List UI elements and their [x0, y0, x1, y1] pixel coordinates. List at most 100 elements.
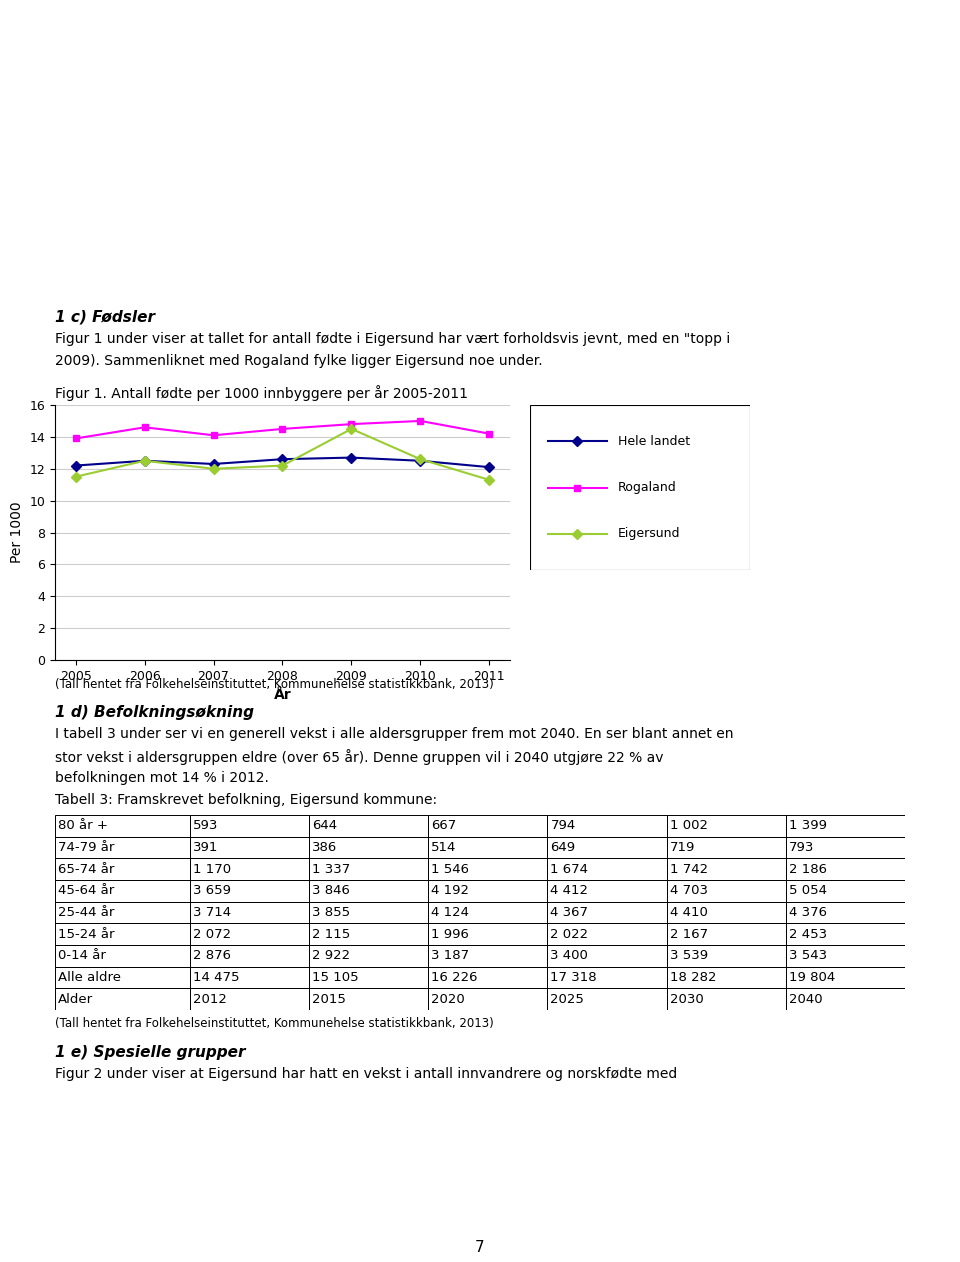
Bar: [547, 901, 666, 924]
Text: 3 659: 3 659: [193, 885, 230, 897]
Text: 719: 719: [669, 840, 695, 854]
Text: 2 876: 2 876: [193, 949, 230, 963]
Text: 2015: 2015: [312, 993, 346, 1006]
Text: 793: 793: [789, 840, 814, 854]
Text: 2040: 2040: [789, 993, 823, 1006]
Text: 15-24 år: 15-24 år: [58, 928, 114, 940]
Bar: [190, 901, 309, 924]
Line: Rogaland: Rogaland: [72, 418, 492, 442]
Hele landet: [346, 451, 357, 466]
Bar: [55, 858, 190, 880]
Text: 2 022: 2 022: [550, 928, 588, 940]
Hele landet: [139, 453, 151, 468]
Bar: [428, 858, 547, 880]
Bar: [309, 837, 428, 858]
Text: 644: 644: [312, 819, 337, 833]
Text: 794: 794: [550, 819, 576, 833]
Bar: [547, 837, 666, 858]
X-axis label: År: År: [274, 688, 292, 702]
Bar: [428, 967, 547, 988]
Bar: [547, 924, 666, 945]
Text: 2009). Sammenliknet med Rogaland fylke ligger Eigersund noe under.: 2009). Sammenliknet med Rogaland fylke l…: [55, 355, 542, 369]
Text: 65-74 år: 65-74 år: [58, 863, 114, 876]
Text: 3 543: 3 543: [789, 949, 827, 963]
Bar: [309, 815, 428, 837]
Text: 3 714: 3 714: [193, 906, 231, 919]
Text: (Tall hentet fra Folkehelseinstituttet, Kommunehelse statistikkbank, 2013): (Tall hentet fra Folkehelseinstituttet, …: [55, 1017, 493, 1030]
Bar: [547, 967, 666, 988]
Bar: [190, 837, 309, 858]
Text: 4 412: 4 412: [550, 885, 588, 897]
Eigersund: [346, 422, 357, 437]
Bar: [786, 988, 905, 1010]
Text: 18 282: 18 282: [669, 970, 716, 984]
Bar: [55, 837, 190, 858]
Text: 1 c) Fødsler: 1 c) Fødsler: [55, 310, 155, 326]
Bar: [190, 988, 309, 1010]
Bar: [666, 988, 786, 1010]
Text: 4 192: 4 192: [431, 885, 469, 897]
Bar: [666, 945, 786, 967]
Bar: [55, 988, 190, 1010]
Bar: [309, 988, 428, 1010]
Bar: [666, 924, 786, 945]
Bar: [309, 967, 428, 988]
Bar: [786, 901, 905, 924]
Text: Figur 1. Antall fødte per 1000 innbyggere per år 2005-2011: Figur 1. Antall fødte per 1000 innbygger…: [55, 385, 468, 401]
Hele landet: [70, 458, 82, 473]
Text: 4 367: 4 367: [550, 906, 588, 919]
Text: 16 226: 16 226: [431, 970, 478, 984]
Eigersund: [415, 452, 426, 467]
Bar: [55, 967, 190, 988]
Bar: [666, 837, 786, 858]
Bar: [786, 967, 905, 988]
Eigersund: [484, 472, 495, 487]
Text: 3 855: 3 855: [312, 906, 350, 919]
Bar: [786, 880, 905, 901]
Text: Hele landet: Hele landet: [618, 435, 690, 448]
Line: Hele landet: Hele landet: [72, 454, 492, 471]
Text: 1 399: 1 399: [789, 819, 827, 833]
Text: 2 453: 2 453: [789, 928, 827, 940]
Bar: [666, 967, 786, 988]
Eigersund: [276, 458, 288, 473]
Text: 386: 386: [312, 840, 337, 854]
Text: 4 124: 4 124: [431, 906, 469, 919]
Text: 593: 593: [193, 819, 218, 833]
Bar: [547, 988, 666, 1010]
Y-axis label: Per 1000: Per 1000: [10, 502, 24, 563]
Rogaland: [139, 420, 151, 435]
Rogaland: [70, 430, 82, 445]
Bar: [309, 858, 428, 880]
Bar: [190, 924, 309, 945]
Text: 1 d) Befolkningsøkning: 1 d) Befolkningsøkning: [55, 705, 254, 721]
Rogaland: [207, 428, 219, 443]
Bar: [786, 837, 905, 858]
Text: 514: 514: [431, 840, 457, 854]
Text: (Tall hentet fra Folkehelseinstituttet, Kommunehelse statistikkbank, 2013): (Tall hentet fra Folkehelseinstituttet, …: [55, 678, 493, 692]
Text: 19 804: 19 804: [789, 970, 835, 984]
Bar: [428, 880, 547, 901]
Bar: [190, 858, 309, 880]
Bar: [547, 815, 666, 837]
Text: 5 054: 5 054: [789, 885, 827, 897]
Text: 3 846: 3 846: [312, 885, 349, 897]
Text: Alle aldre: Alle aldre: [58, 970, 121, 984]
Text: 1 674: 1 674: [550, 863, 588, 876]
Bar: [428, 837, 547, 858]
Text: Alder: Alder: [58, 993, 93, 1006]
Hele landet: [415, 453, 426, 468]
Line: Eigersund: Eigersund: [72, 425, 492, 483]
Eigersund: [70, 469, 82, 485]
Text: 1 546: 1 546: [431, 863, 469, 876]
Text: 1 002: 1 002: [669, 819, 708, 833]
Text: 2 922: 2 922: [312, 949, 350, 963]
Bar: [428, 945, 547, 967]
Bar: [786, 924, 905, 945]
Text: 2012: 2012: [193, 993, 227, 1006]
Rogaland: [276, 422, 288, 437]
Text: Rogaland: Rogaland: [618, 481, 677, 493]
Text: 1 742: 1 742: [669, 863, 708, 876]
Bar: [55, 924, 190, 945]
Bar: [786, 858, 905, 880]
